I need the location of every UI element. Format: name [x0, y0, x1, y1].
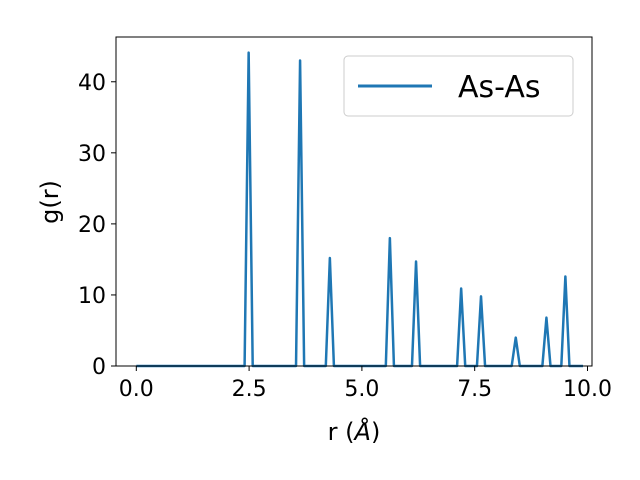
x-axis-label: r (Å)	[328, 417, 381, 446]
x-axis-ticks: 0.0 2.5 5.0 7.5 10.0	[119, 366, 612, 402]
y-axis-label: g(r)	[36, 180, 64, 224]
x-tick-label: 5.0	[344, 377, 379, 402]
legend-label-as-as: As-As	[458, 70, 540, 105]
x-tick-label: 0.0	[119, 377, 154, 402]
x-tick-label: 2.5	[232, 377, 267, 402]
y-tick-label: 30	[78, 142, 106, 167]
x-tick-label: 7.5	[457, 377, 492, 402]
legend: As-As	[343, 55, 574, 117]
y-tick-label: 20	[78, 213, 106, 238]
x-tick-label: 10.0	[563, 377, 612, 402]
y-tick-label: 10	[78, 284, 106, 309]
legend-box	[343, 55, 574, 117]
y-tick-label: 0	[92, 355, 106, 380]
plot-frame	[115, 36, 593, 367]
y-tick-label: 40	[78, 71, 106, 96]
y-axis-ticks: 0 10 20 30 40	[78, 71, 116, 380]
